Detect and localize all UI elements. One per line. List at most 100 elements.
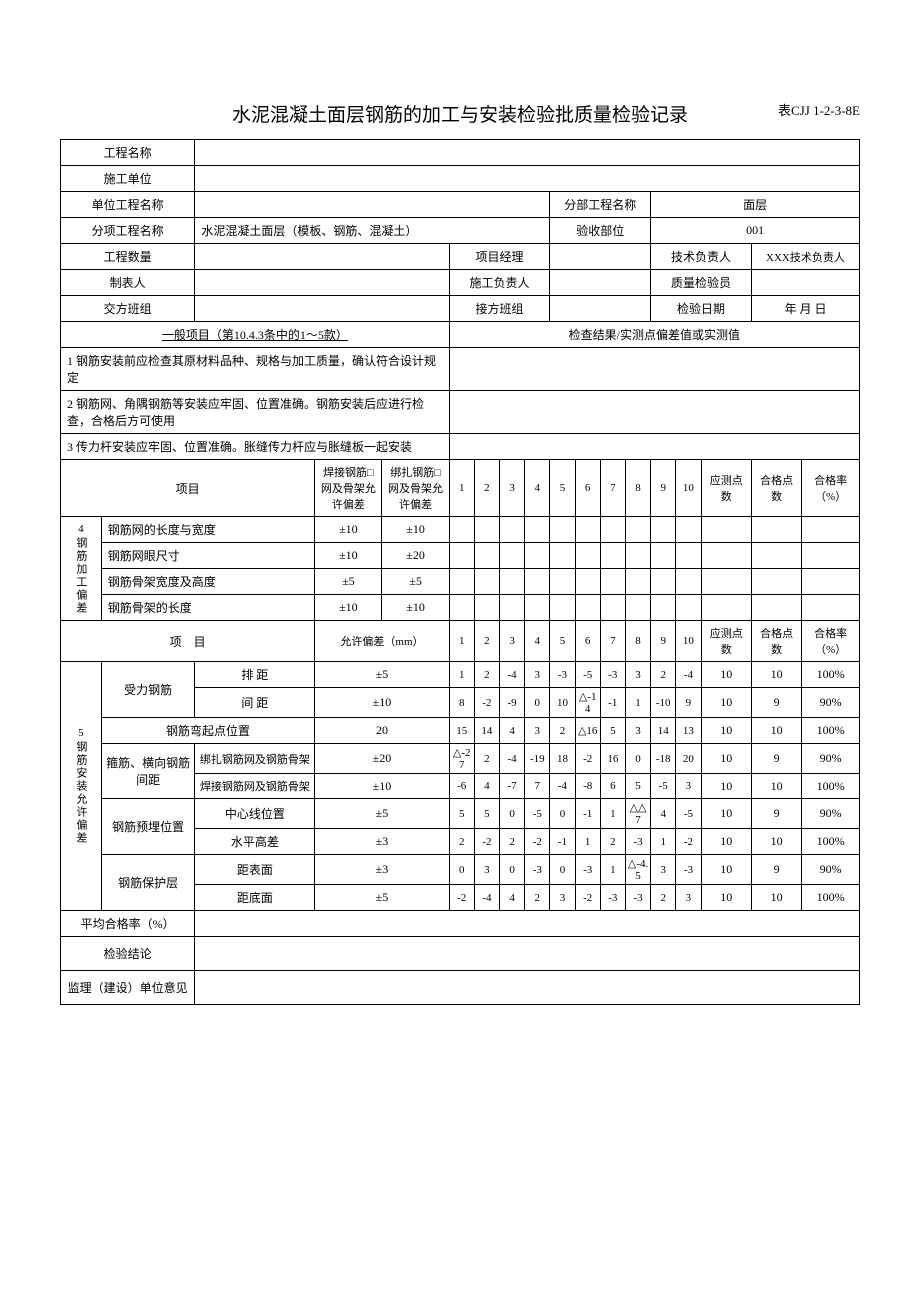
table-row: 工程数量 项目经理 技术负责人 XXX技术负责人 xyxy=(61,244,860,270)
label-const-lead: 施工负责人 xyxy=(449,270,550,296)
label-accept-part: 验收部位 xyxy=(550,218,651,244)
table-row: 一般项目（第10.4.3条中的1～5款） 检查结果/实测点偏差值或实测值 xyxy=(61,322,860,348)
label-pm: 项目经理 xyxy=(449,244,550,270)
value-cell xyxy=(449,391,859,434)
sec5-g7: 钢筋保护层 xyxy=(101,855,195,911)
col-tol: 允许偏差（mm） xyxy=(315,621,449,662)
value-cell xyxy=(195,911,860,937)
sec5-tol2: 20 xyxy=(315,718,449,744)
value-cell xyxy=(195,270,449,296)
col-should: 应测点数 xyxy=(701,621,751,662)
table-row: 平均合格率（%） xyxy=(61,911,860,937)
form-code: 表CJJ 1-2-3-8E xyxy=(778,100,860,119)
sec5-tol6: ±3 xyxy=(315,829,449,855)
value-cell xyxy=(550,296,651,322)
sec4-r4-tie: ±10 xyxy=(382,595,449,621)
sec4-r3-weld: ±5 xyxy=(315,569,382,595)
value-cell xyxy=(550,244,651,270)
value-cell xyxy=(195,140,860,166)
sec4-r1-weld: ±10 xyxy=(315,517,382,543)
table-row: 单位工程名称 分部工程名称 面层 xyxy=(61,192,860,218)
sec5-item-heading: 项 目 xyxy=(61,621,315,662)
sec5-g5: 钢筋预埋位置 xyxy=(101,799,195,855)
col-weld: 焊接钢筋□网及骨架允许偏差 xyxy=(315,460,382,517)
table-row: 制表人 施工负责人 质量检验员 xyxy=(61,270,860,296)
sec4-r2-weld: ±10 xyxy=(315,543,382,569)
avg-rate-label: 平均合格率（%） xyxy=(61,911,195,937)
label-project-name: 工程名称 xyxy=(61,140,195,166)
sec5-tol1: ±10 xyxy=(315,688,449,718)
col-7: 7 xyxy=(600,621,625,662)
general-item-3: 3 传力杆安装应牢固、位置准确。胀缝传力杆应与胀缝板一起安装 xyxy=(61,434,450,460)
value-cell xyxy=(550,270,651,296)
sec5-g0: 受力钢筋 xyxy=(101,662,195,718)
col-9: 9 xyxy=(651,460,676,517)
col-should: 应测点数 xyxy=(701,460,751,517)
value-cell xyxy=(195,166,860,192)
result-heading: 检查结果/实测点偏差值或实测值 xyxy=(449,322,859,348)
table-row: 1 钢筋安装前应检查其原材料品种、规格与加工质量，确认符合设计规定 xyxy=(61,348,860,391)
sec5-sub4: 焊接钢筋网及钢筋骨架 xyxy=(195,774,315,799)
col-2: 2 xyxy=(474,621,499,662)
value-date: 年 月 日 xyxy=(751,296,859,322)
value-cell xyxy=(751,270,859,296)
inspection-table: 工程名称 施工单位 单位工程名称 分部工程名称 面层 分项工程名称 水泥混凝土面… xyxy=(60,139,860,1005)
table-row: 钢筋网眼尺寸 ±10 ±20 xyxy=(61,543,860,569)
value-cell xyxy=(449,348,859,391)
label-div-project: 分部工程名称 xyxy=(550,192,651,218)
table-row: 项 目 允许偏差（mm） 1 2 3 4 5 6 7 8 9 10 应测点数 合… xyxy=(61,621,860,662)
label-sub-project: 分项工程名称 xyxy=(61,218,195,244)
sec5-tol0: ±5 xyxy=(315,662,449,688)
value-accept-part: 001 xyxy=(651,218,860,244)
value-cell xyxy=(195,244,449,270)
label-qty: 工程数量 xyxy=(61,244,195,270)
value-sub-project: 水泥混凝土面层（模板、钢筋、混凝土） xyxy=(195,218,550,244)
col-8: 8 xyxy=(625,460,650,517)
value-cell xyxy=(195,971,860,1005)
supervisor-label: 监理（建设）单位意见 xyxy=(61,971,195,1005)
value-tech-lead: XXX技术负责人 xyxy=(751,244,859,270)
col-pass: 合格点数 xyxy=(751,621,801,662)
col-5: 5 xyxy=(550,621,575,662)
label-unit-project: 单位工程名称 xyxy=(61,192,195,218)
table-row: 箍筋、横向钢筋间距 绑扎钢筋网及钢筋骨架 ±20 △-272-4-1918-21… xyxy=(61,744,860,774)
sec4-r2-name: 钢筋网眼尺寸 xyxy=(101,543,315,569)
label-team-b: 接方班组 xyxy=(449,296,550,322)
sec5-sub3: 绑扎钢筋网及钢筋骨架 xyxy=(195,744,315,774)
label-construction-unit: 施工单位 xyxy=(61,166,195,192)
value-cell xyxy=(195,192,550,218)
sec4-r2-tie: ±20 xyxy=(382,543,449,569)
sec5-tol4: ±10 xyxy=(315,774,449,799)
col-1: 1 xyxy=(449,460,474,517)
table-row: 项目 焊接钢筋□网及骨架允许偏差 绑扎钢筋□网及骨架允许偏差 1 2 3 4 5… xyxy=(61,460,860,517)
general-item-2: 2 钢筋网、角隅钢筋等安装应牢固、位置准确。钢筋安装后应进行检查，合格后方可使用 xyxy=(61,391,450,434)
col-rate: 合格率（%） xyxy=(802,460,860,517)
col-4: 4 xyxy=(525,460,550,517)
col-9: 9 xyxy=(651,621,676,662)
label-date: 检验日期 xyxy=(651,296,752,322)
sec5-tol7: ±3 xyxy=(315,855,449,885)
value-div-project: 面层 xyxy=(651,192,860,218)
sec5-sub0: 排 距 xyxy=(195,662,315,688)
table-row: 分项工程名称 水泥混凝土面层（模板、钢筋、混凝土） 验收部位 001 xyxy=(61,218,860,244)
sec5-sub7: 距表面 xyxy=(195,855,315,885)
col-5: 5 xyxy=(550,460,575,517)
sec4-r4-name: 钢筋骨架的长度 xyxy=(101,595,315,621)
sec4-r3-tie: ±5 xyxy=(382,569,449,595)
sec4-r4-weld: ±10 xyxy=(315,595,382,621)
table-row: 钢筋弯起点位置 20 1514432△16531413 1010100% xyxy=(61,718,860,744)
conclusion-label: 检验结论 xyxy=(61,937,195,971)
sec5-g3: 箍筋、横向钢筋间距 xyxy=(101,744,195,799)
sec5-tol5: ±5 xyxy=(315,799,449,829)
table-row: 2 钢筋网、角隅钢筋等安装应牢固、位置准确。钢筋安装后应进行检查，合格后方可使用 xyxy=(61,391,860,434)
table-row: 检验结论 xyxy=(61,937,860,971)
col-rate: 合格率（%） xyxy=(802,621,860,662)
label-tech-lead: 技术负责人 xyxy=(651,244,752,270)
general-item-1: 1 钢筋安装前应检查其原材料品种、规格与加工质量，确认符合设计规定 xyxy=(61,348,450,391)
col-6: 6 xyxy=(575,460,600,517)
sec5-g2: 钢筋弯起点位置 xyxy=(101,718,315,744)
table-row: 3 传力杆安装应牢固、位置准确。胀缝传力杆应与胀缝板一起安装 xyxy=(61,434,860,460)
general-heading: 一般项目（第10.4.3条中的1～5款） xyxy=(61,322,450,348)
col-2: 2 xyxy=(474,460,499,517)
sec4-r3-name: 钢筋骨架宽度及高度 xyxy=(101,569,315,595)
